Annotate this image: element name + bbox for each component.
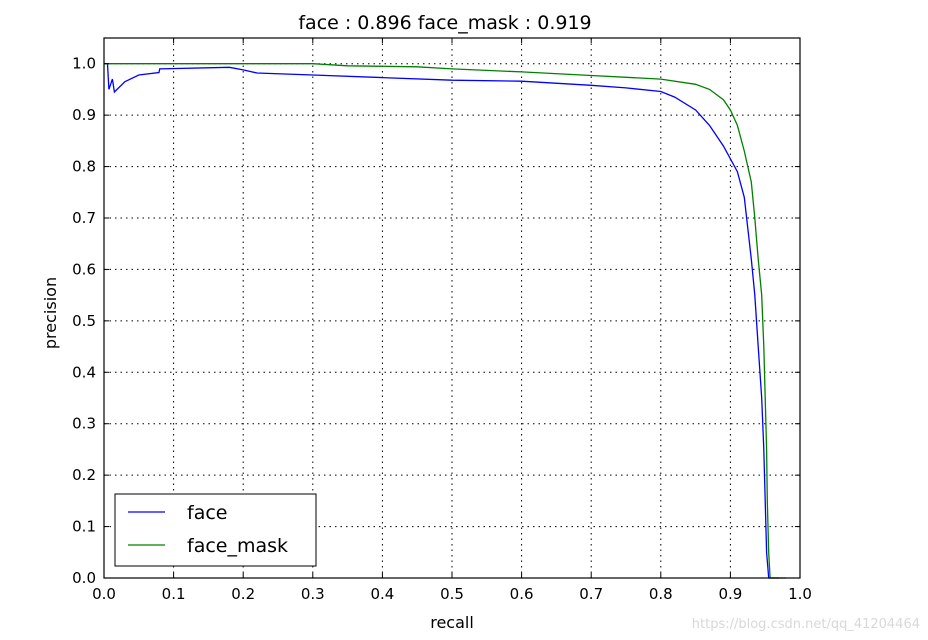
x-tick-label: 0.5: [440, 585, 464, 603]
y-tick-label: 0.2: [72, 466, 96, 484]
y-tick-label: 0.0: [72, 569, 96, 587]
chart-title: face : 0.896 face_mask : 0.919: [298, 12, 591, 34]
y-tick-label: 1.0: [72, 55, 96, 73]
y-tick-label: 0.4: [72, 363, 96, 381]
x-tick-label: 0.7: [579, 585, 603, 603]
series-line-face: [106, 63, 780, 579]
x-tick-label: 0.9: [718, 585, 742, 603]
y-tick-label: 0.1: [72, 518, 96, 536]
x-axis-label: recall: [430, 613, 474, 632]
series-lines: [104, 63, 787, 579]
x-tick-label: 1.0: [788, 585, 812, 603]
x-tick-label: 0.1: [162, 585, 186, 603]
x-tick-label: 0.3: [301, 585, 325, 603]
y-tick-label: 0.6: [72, 260, 96, 278]
x-tick-label: 0.2: [231, 585, 255, 603]
y-axis-label: precision: [41, 277, 60, 349]
legend-label-face-mask: face_mask: [187, 535, 288, 557]
series-line-face-mask: [104, 63, 787, 579]
legend-label-face: face: [187, 502, 227, 524]
legend: face face_mask: [114, 493, 317, 567]
x-tick-label: 0.4: [370, 585, 394, 603]
x-tick-label: 0.8: [649, 585, 673, 603]
y-tick-label: 0.8: [72, 158, 96, 176]
ticks: 0.0 0.1 0.2 0.3 0.4 0.5 0.6 0.7 0.8 0.9 1.0 0.0 0.1 0…: [72, 38, 812, 603]
y-tick-label: 0.9: [72, 106, 96, 124]
watermark: https://blog.csdn.net/qq_41204464: [692, 617, 920, 632]
y-tick-label: 0.3: [72, 415, 96, 433]
x-tick-label: 0.6: [510, 585, 534, 603]
x-tick-label: 0.0: [92, 585, 116, 603]
y-tick-label: 0.7: [72, 209, 96, 227]
y-tick-label: 0.5: [72, 312, 96, 330]
